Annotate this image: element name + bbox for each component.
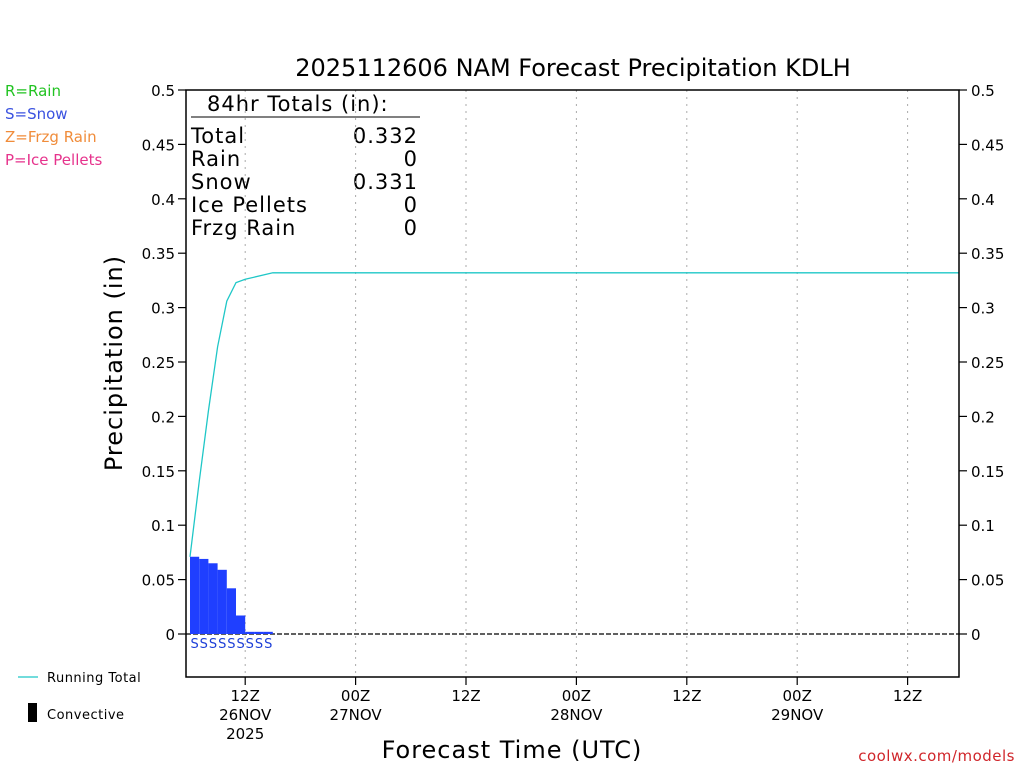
ptype-mark: S xyxy=(209,637,217,652)
convective-legend-label: Convective xyxy=(47,708,125,723)
ptype-mark: S xyxy=(264,637,272,652)
running-total-legend-label: Running Total xyxy=(47,671,141,686)
ptype-legend: R=Rain S=Snow Z=Frzg Rain P=Ice Pellets xyxy=(5,82,102,169)
ptype-mark: S xyxy=(246,637,254,652)
plot-area: S S S S S S S S S0 00.05 0.050.1 0.10.15 0.150.2 0.20… xyxy=(142,82,1005,743)
bar xyxy=(263,631,273,634)
bar xyxy=(190,556,200,634)
y-tick-label-right: 0.25 xyxy=(971,354,1004,372)
y-tick-label-right: 0 xyxy=(971,626,981,644)
totals-row-value: 0.331 xyxy=(353,170,418,194)
totals-row-value: 0.332 xyxy=(353,124,418,148)
convective-legend-swatch xyxy=(28,703,37,722)
x-axis-label: Forecast Time (UTC) xyxy=(382,736,643,764)
x-tick-label: 12Z xyxy=(231,687,260,705)
x-tick-date: 26NOV xyxy=(219,706,272,724)
y-axis-label: Precipitation (in) xyxy=(100,255,128,471)
ptype-mark: S xyxy=(227,637,235,652)
y-tick-label-left: 0.15 xyxy=(142,463,175,481)
totals-box: 84hr Totals (in): Total 0.332 Rain 0 Snow 0.3… xyxy=(190,92,420,240)
running-total-line xyxy=(189,272,959,557)
source-credit: coolwx.com/models xyxy=(858,747,1015,765)
y-tick-label-left: 0 xyxy=(165,626,175,644)
totals-row-label: Frzg Rain xyxy=(191,216,296,240)
x-tick-year: 2025 xyxy=(226,725,264,743)
x-tick-date: 28NOV xyxy=(550,706,603,724)
ptype-mark: S xyxy=(190,637,198,652)
y-tick-label-right: 0.15 xyxy=(971,463,1004,481)
ptype-legend-item: R=Rain xyxy=(5,82,61,100)
x-tick-label: 00Z xyxy=(562,687,591,705)
bar xyxy=(226,588,236,634)
totals-row-label: Snow xyxy=(191,170,252,194)
y-tick-label-left: 0.1 xyxy=(151,517,175,535)
y-tick-label-right: 0.45 xyxy=(971,136,1004,154)
totals-row-value: 0 xyxy=(404,147,418,171)
ptype-mark: S xyxy=(200,637,208,652)
bar xyxy=(236,615,246,634)
y-tick-label-left: 0.35 xyxy=(142,245,175,263)
x-tick-label: 00Z xyxy=(783,687,812,705)
y-tick-label-right: 0.35 xyxy=(971,245,1004,263)
y-tick-label-right: 0.5 xyxy=(971,82,995,100)
bar xyxy=(217,569,227,634)
totals-row-label: Total xyxy=(190,124,245,148)
chart-title: 2025112606 NAM Forecast Precipitation KD… xyxy=(295,54,851,82)
y-tick-label-left: 0.5 xyxy=(151,82,175,100)
ptype-legend-item: S=Snow xyxy=(5,105,68,123)
totals-header: 84hr Totals (in): xyxy=(207,92,389,116)
ptype-legend-item: Z=Frzg Rain xyxy=(5,128,97,146)
x-tick-date: 27NOV xyxy=(330,706,383,724)
ptype-mark: S xyxy=(255,637,263,652)
bar xyxy=(208,563,218,634)
totals-row-value: 0 xyxy=(404,216,418,240)
y-tick-label-right: 0.05 xyxy=(971,572,1004,590)
y-tick-label-left: 0.45 xyxy=(142,136,175,154)
ptype-mark: S xyxy=(218,637,226,652)
x-tick-date: 29NOV xyxy=(771,706,824,724)
bottom-legend: Running Total Convective xyxy=(18,671,141,723)
x-tick-label: 12Z xyxy=(893,687,922,705)
y-tick-label-right: 0.2 xyxy=(971,408,995,426)
totals-row-value: 0 xyxy=(404,193,418,217)
x-tick-label: 12Z xyxy=(672,687,701,705)
bar xyxy=(245,631,255,634)
y-tick-label-left: 0.3 xyxy=(151,300,175,318)
ptype-legend-item: P=Ice Pellets xyxy=(5,151,102,169)
ptype-mark: S xyxy=(236,637,244,652)
y-tick-label-left: 0.25 xyxy=(142,354,175,372)
y-tick-label-right: 0.3 xyxy=(971,300,995,318)
plot-border xyxy=(185,89,960,678)
x-tick-label: 00Z xyxy=(341,687,370,705)
bar xyxy=(199,558,209,634)
y-tick-label-right: 0.1 xyxy=(971,517,995,535)
bar xyxy=(254,631,264,634)
y-tick-label-left: 0.4 xyxy=(151,191,175,209)
x-tick-label: 12Z xyxy=(451,687,480,705)
y-tick-label-left: 0.05 xyxy=(142,572,175,590)
y-tick-label-right: 0.4 xyxy=(971,191,995,209)
y-tick-label-left: 0.2 xyxy=(151,408,175,426)
totals-row-label: Ice Pellets xyxy=(191,193,308,217)
totals-row-label: Rain xyxy=(191,147,241,171)
